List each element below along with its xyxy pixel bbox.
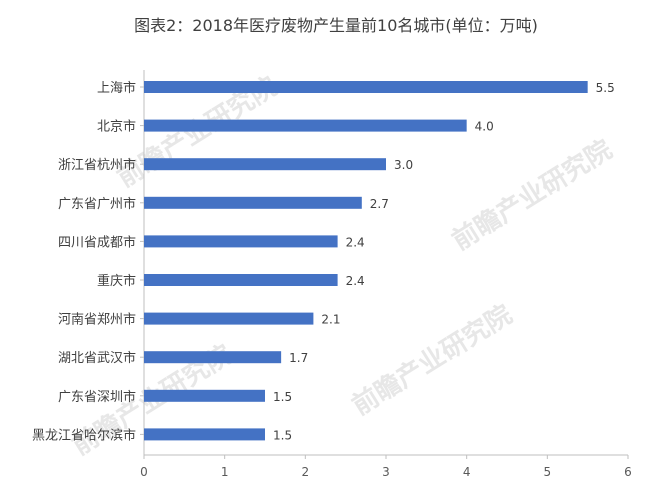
data-label: 3.0	[394, 158, 413, 172]
bar	[144, 312, 314, 325]
bar	[144, 81, 588, 93]
x-tick-label: 6	[624, 465, 632, 479]
data-label: 4.0	[475, 120, 494, 134]
x-tick-label: 0	[140, 465, 148, 479]
data-label: 2.1	[321, 313, 340, 327]
x-tick-label: 4	[463, 465, 471, 479]
data-label: 1.5	[273, 428, 292, 442]
x-tick-label: 2	[302, 465, 310, 479]
bar	[144, 274, 338, 286]
category-label: 重庆市	[97, 273, 136, 289]
category-label: 河南省郑州市	[58, 312, 136, 328]
chart-title: 图表2：2018年医疗废物产生量前10名城市(单位：万吨)	[134, 16, 538, 35]
category-label: 浙江省杭州市	[58, 157, 136, 173]
category-label: 北京市	[97, 119, 136, 135]
data-label: 1.7	[289, 351, 308, 365]
data-label: 1.5	[273, 390, 292, 404]
bar	[144, 351, 282, 364]
data-label: 2.4	[346, 235, 365, 249]
data-label: 5.5	[596, 81, 615, 95]
bar	[144, 119, 467, 132]
data-label: 2.7	[370, 197, 389, 211]
bar	[144, 196, 362, 209]
x-tick-label: 1	[221, 465, 229, 479]
category-label: 黑龙江省哈尔滨市	[32, 427, 136, 443]
category-label: 四川省成都市	[58, 234, 136, 250]
x-tick-label: 3	[382, 465, 390, 479]
category-label: 上海市	[97, 80, 136, 96]
bar	[144, 158, 386, 171]
data-label: 2.4	[346, 274, 365, 288]
x-tick-label: 5	[544, 465, 552, 479]
category-label: 广东省深圳市	[58, 389, 136, 405]
bar	[144, 235, 338, 248]
bar	[144, 428, 265, 441]
category-label: 湖北省武汉市	[58, 350, 136, 366]
category-label: 广东省广州市	[58, 196, 136, 212]
bar	[144, 389, 265, 402]
